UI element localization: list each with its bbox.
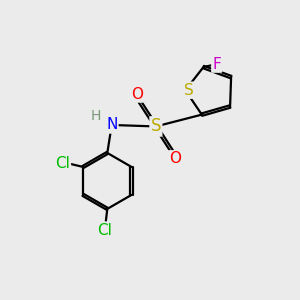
Text: N: N (106, 118, 117, 133)
Text: H: H (90, 109, 101, 122)
Text: S: S (151, 117, 161, 135)
Text: Cl: Cl (55, 157, 70, 172)
Text: S: S (184, 83, 194, 98)
Text: O: O (169, 151, 181, 166)
Text: O: O (131, 87, 143, 102)
Text: F: F (212, 57, 221, 72)
Text: Cl: Cl (97, 223, 112, 238)
